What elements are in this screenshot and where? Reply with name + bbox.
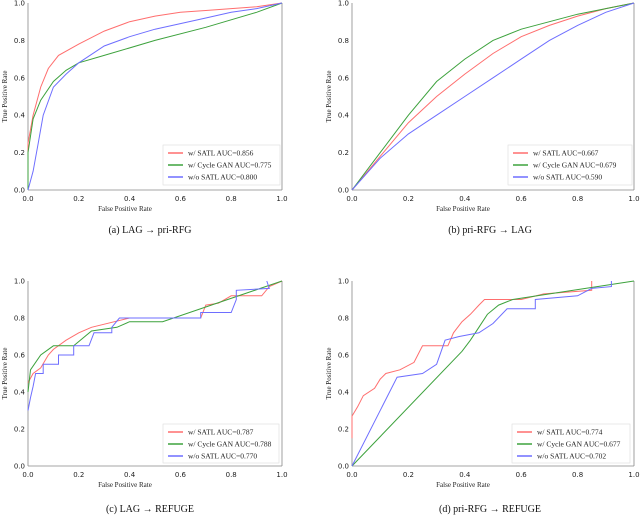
x-tick-label: 0.4 [459, 471, 471, 479]
legend-label: w/ SATL AUC=0.787 [188, 428, 254, 437]
x-tick-label: 0.6 [516, 471, 528, 479]
legend-label: w/ SATL AUC=0.774 [537, 428, 603, 437]
x-axis-label: False Positive Rate [98, 205, 152, 213]
y-axis-label: True Positive Rate [1, 348, 9, 400]
y-tick-label: 0.4 [338, 389, 350, 397]
x-tick-label: 0.6 [175, 471, 187, 479]
x-tick-label: 0.8 [572, 195, 583, 203]
x-tick-label: 1.0 [628, 195, 639, 203]
x-tick-label: 0.0 [22, 195, 33, 203]
roc-panel-b: 0.0 0.2 0.4 0.6 0.8 1.0 0.0 0.2 0.4 0.6 0.8 1.0 Fals… [325, 0, 640, 236]
x-tick-label: 0.8 [226, 195, 237, 203]
x-tick-label: 0.0 [346, 195, 357, 203]
x-tick-label: 0.2 [73, 471, 84, 479]
legend-label: w/o SATL AUC=0.590 [533, 173, 602, 182]
legend: w/ SATL AUC=0.667 w/ Cycle GAN AUC=0.679 w… [507, 144, 633, 186]
legend: w/ SATL AUC=0.856 w/ Cycle GAN AUC=0.775 w… [162, 144, 281, 186]
roc-panel-a: 0.0 0.2 0.4 0.6 0.8 1.0 0.0 0.2 0.4 0.6 0.8 1.0 Fals… [1, 0, 288, 236]
legend-label: w/ SATL AUC=0.856 [188, 149, 254, 158]
roc-curve-2 [351, 281, 612, 467]
y-tick-label: 1.0 [338, 278, 349, 286]
y-axis-label: True Positive Rate [325, 71, 333, 123]
y-tick-label: 0.2 [338, 426, 349, 434]
x-tick-label: 0.6 [175, 195, 187, 203]
panel-caption: (a) LAG → pri-RFG [108, 225, 191, 236]
x-tick-label: 1.0 [276, 195, 287, 203]
legend-label: w/ SATL AUC=0.667 [533, 149, 599, 158]
roc-curve-2 [27, 280, 270, 411]
y-tick-label: 0.0 [14, 187, 25, 195]
roc-curve-0 [351, 2, 635, 191]
legend-label: w/o SATL AUC=0.702 [537, 452, 606, 461]
y-tick-label: 1.0 [338, 0, 349, 8]
panel-caption: (b) pri-RFG → LAG [448, 225, 532, 236]
roc-curve-1 [351, 280, 635, 467]
y-tick-label: 0.6 [338, 352, 350, 360]
legend-box [507, 144, 633, 186]
y-tick-label: 0.8 [14, 315, 25, 323]
panel-caption: (c) LAG → REFUGE [106, 504, 194, 515]
x-tick-label: 0.4 [124, 195, 136, 203]
panel-caption: (d) pri-RFG → REFUGE [439, 504, 541, 515]
y-tick-label: 0.4 [338, 112, 350, 120]
legend-label: w/ Cycle GAN AUC=0.775 [188, 161, 272, 170]
x-tick-label: 0.6 [516, 195, 528, 203]
x-tick-label: 0.0 [346, 471, 357, 479]
x-tick-label: 0.2 [403, 471, 414, 479]
y-tick-label: 0.8 [338, 37, 349, 45]
x-axis-label: False Positive Rate [436, 205, 490, 213]
roc-curve-1 [27, 2, 283, 190]
x-axis-label: False Positive Rate [436, 481, 490, 489]
x-tick-label: 0.8 [226, 471, 237, 479]
y-tick-label: 0.0 [338, 463, 349, 471]
x-tick-label: 0.4 [124, 471, 136, 479]
legend: w/ SATL AUC=0.774 w/ Cycle GAN AUC=0.677 w… [511, 423, 631, 464]
x-tick-label: 1.0 [276, 471, 287, 479]
y-tick-label: 0.2 [14, 149, 25, 157]
roc-curve-0 [351, 281, 593, 439]
y-tick-label: 0.0 [14, 463, 25, 471]
x-tick-label: 0.2 [403, 195, 414, 203]
roc-curve-0 [27, 2, 283, 190]
x-axis-label: False Positive Rate [98, 481, 152, 489]
roc-panel-c: 0.0 0.2 0.4 0.6 0.8 1.0 0.0 0.2 0.4 0.6 0.8 1.0 Fals… [1, 278, 288, 516]
roc-curve-0 [27, 280, 283, 384]
y-tick-label: 1.0 [14, 0, 25, 8]
y-tick-label: 0.8 [14, 37, 25, 45]
y-tick-label: 0.0 [338, 187, 349, 195]
y-tick-label: 0.6 [14, 352, 26, 360]
roc-curve-1 [351, 2, 635, 191]
legend-label: w/o SATL AUC=0.800 [188, 173, 257, 182]
y-tick-label: 0.2 [14, 426, 25, 434]
y-tick-label: 0.8 [338, 315, 349, 323]
y-tick-label: 0.4 [14, 112, 26, 120]
legend-label: w/ Cycle GAN AUC=0.677 [537, 440, 621, 449]
y-axis-label: True Positive Rate [1, 71, 9, 123]
x-tick-label: 0.2 [73, 195, 84, 203]
roc-curve-2 [351, 2, 635, 191]
y-tick-label: 1.0 [14, 278, 25, 286]
x-tick-label: 0.0 [22, 471, 33, 479]
roc-panel-d: 0.0 0.2 0.4 0.6 0.8 1.0 0.0 0.2 0.4 0.6 0.8 1.0 Fals… [325, 278, 640, 516]
x-tick-label: 1.0 [628, 471, 639, 479]
x-tick-label: 0.4 [459, 195, 471, 203]
y-tick-label: 0.6 [14, 74, 26, 82]
x-tick-label: 0.8 [572, 471, 583, 479]
roc-curve-2 [27, 2, 283, 191]
legend-label: w/o SATL AUC=0.770 [188, 452, 257, 461]
roc-curve-1 [27, 280, 283, 393]
legend-label: w/ Cycle GAN AUC=0.679 [533, 161, 617, 170]
legend-label: w/ Cycle GAN AUC=0.788 [188, 440, 272, 449]
y-tick-label: 0.2 [338, 149, 349, 157]
y-axis-label: True Positive Rate [325, 348, 333, 400]
legend: w/ SATL AUC=0.787 w/ Cycle GAN AUC=0.788 w… [162, 423, 280, 464]
y-tick-label: 0.6 [338, 74, 350, 82]
y-tick-label: 0.4 [14, 389, 26, 397]
